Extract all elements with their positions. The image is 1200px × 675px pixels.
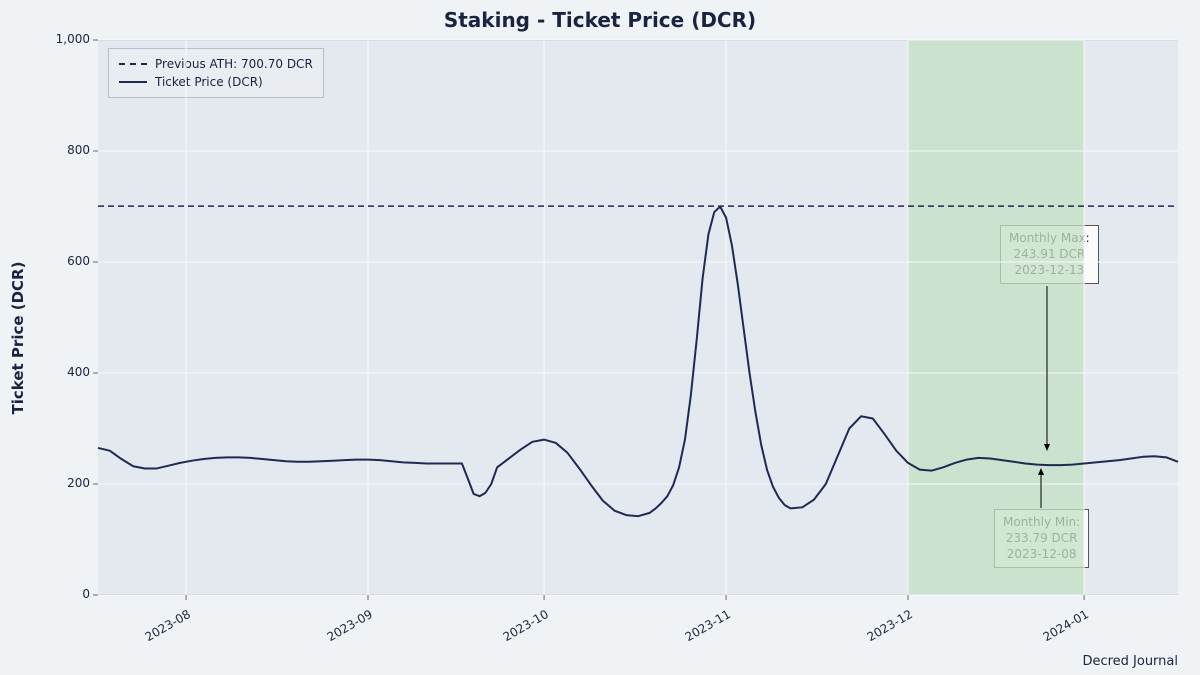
annotation-line: Monthly Max: — [1009, 230, 1090, 246]
annotation-monthly-min: Monthly Min:233.79 DCR2023-12-08 — [994, 509, 1089, 568]
chart-title: Staking - Ticket Price (DCR) — [0, 8, 1200, 32]
y-tick-label: 0 — [40, 587, 90, 601]
x-tick-label: 2023-12 — [839, 607, 915, 659]
y-tick-label: 200 — [40, 476, 90, 490]
annotation-line: Monthly Min: — [1003, 514, 1080, 530]
x-tick-label: 2023-11 — [657, 607, 733, 659]
annotation-monthly-max: Monthly Max:243.91 DCR2023-12-13 — [1000, 225, 1099, 284]
attribution-text: Decred Journal — [1082, 654, 1178, 669]
legend-label: Ticket Price (DCR) — [155, 73, 263, 91]
legend-swatch — [119, 63, 147, 65]
legend: Previous ATH: 700.70 DCRTicket Price (DC… — [108, 48, 324, 98]
y-axis-label: Ticket Price (DCR) — [9, 261, 27, 414]
y-tick-label: 600 — [40, 254, 90, 268]
y-tick-label: 1,000 — [40, 32, 90, 46]
x-tick-label: 2023-09 — [299, 607, 375, 659]
legend-item: Previous ATH: 700.70 DCR — [119, 55, 313, 73]
y-tick-label: 400 — [40, 365, 90, 379]
legend-label: Previous ATH: 700.70 DCR — [155, 55, 313, 73]
x-tick-label: 2023-08 — [117, 607, 193, 659]
legend-item: Ticket Price (DCR) — [119, 73, 313, 91]
x-tick-label: 2024-01 — [1015, 607, 1091, 659]
y-tick-label: 800 — [40, 143, 90, 157]
x-tick-label: 2023-10 — [475, 607, 551, 659]
annotation-line: 2023-12-13 — [1009, 262, 1090, 278]
annotation-line: 243.91 DCR — [1009, 246, 1090, 262]
annotation-line: 233.79 DCR — [1003, 530, 1080, 546]
annotation-line: 2023-12-08 — [1003, 546, 1080, 562]
legend-swatch — [119, 81, 147, 83]
